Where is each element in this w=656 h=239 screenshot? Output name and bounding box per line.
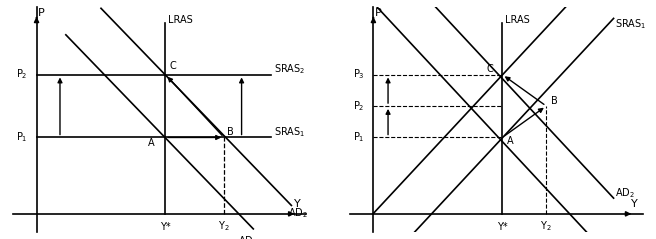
Text: SRAS$_1$: SRAS$_1$ (615, 17, 647, 31)
Text: P$_3$: P$_3$ (353, 68, 365, 81)
Text: Y$_2$: Y$_2$ (541, 220, 552, 233)
Text: SRAS$_2$: SRAS$_2$ (274, 62, 305, 76)
Text: P$_1$: P$_1$ (353, 130, 365, 144)
Text: AD$_2$: AD$_2$ (615, 186, 635, 200)
Text: C: C (170, 61, 176, 71)
Text: LRAS: LRAS (169, 15, 193, 25)
Text: Y$_2$: Y$_2$ (218, 220, 230, 233)
Text: Y*: Y* (160, 222, 171, 232)
Text: P$_2$: P$_2$ (353, 99, 365, 113)
Text: Y*: Y* (497, 222, 508, 232)
Text: AD$_2$: AD$_2$ (289, 207, 308, 220)
Text: P$_2$: P$_2$ (16, 68, 28, 81)
Text: Y: Y (630, 199, 638, 209)
Text: SRAS$_1$: SRAS$_1$ (274, 125, 305, 139)
Text: B: B (550, 96, 558, 106)
Text: AD$_1$: AD$_1$ (237, 235, 257, 239)
Text: P$_1$: P$_1$ (16, 130, 28, 144)
Text: C: C (486, 64, 493, 74)
Text: P: P (38, 8, 45, 18)
Text: Y: Y (294, 199, 300, 209)
Text: A: A (506, 136, 513, 146)
Text: LRAS: LRAS (505, 15, 530, 25)
Text: B: B (227, 127, 234, 137)
Text: A: A (148, 138, 154, 148)
Text: P: P (375, 8, 382, 18)
